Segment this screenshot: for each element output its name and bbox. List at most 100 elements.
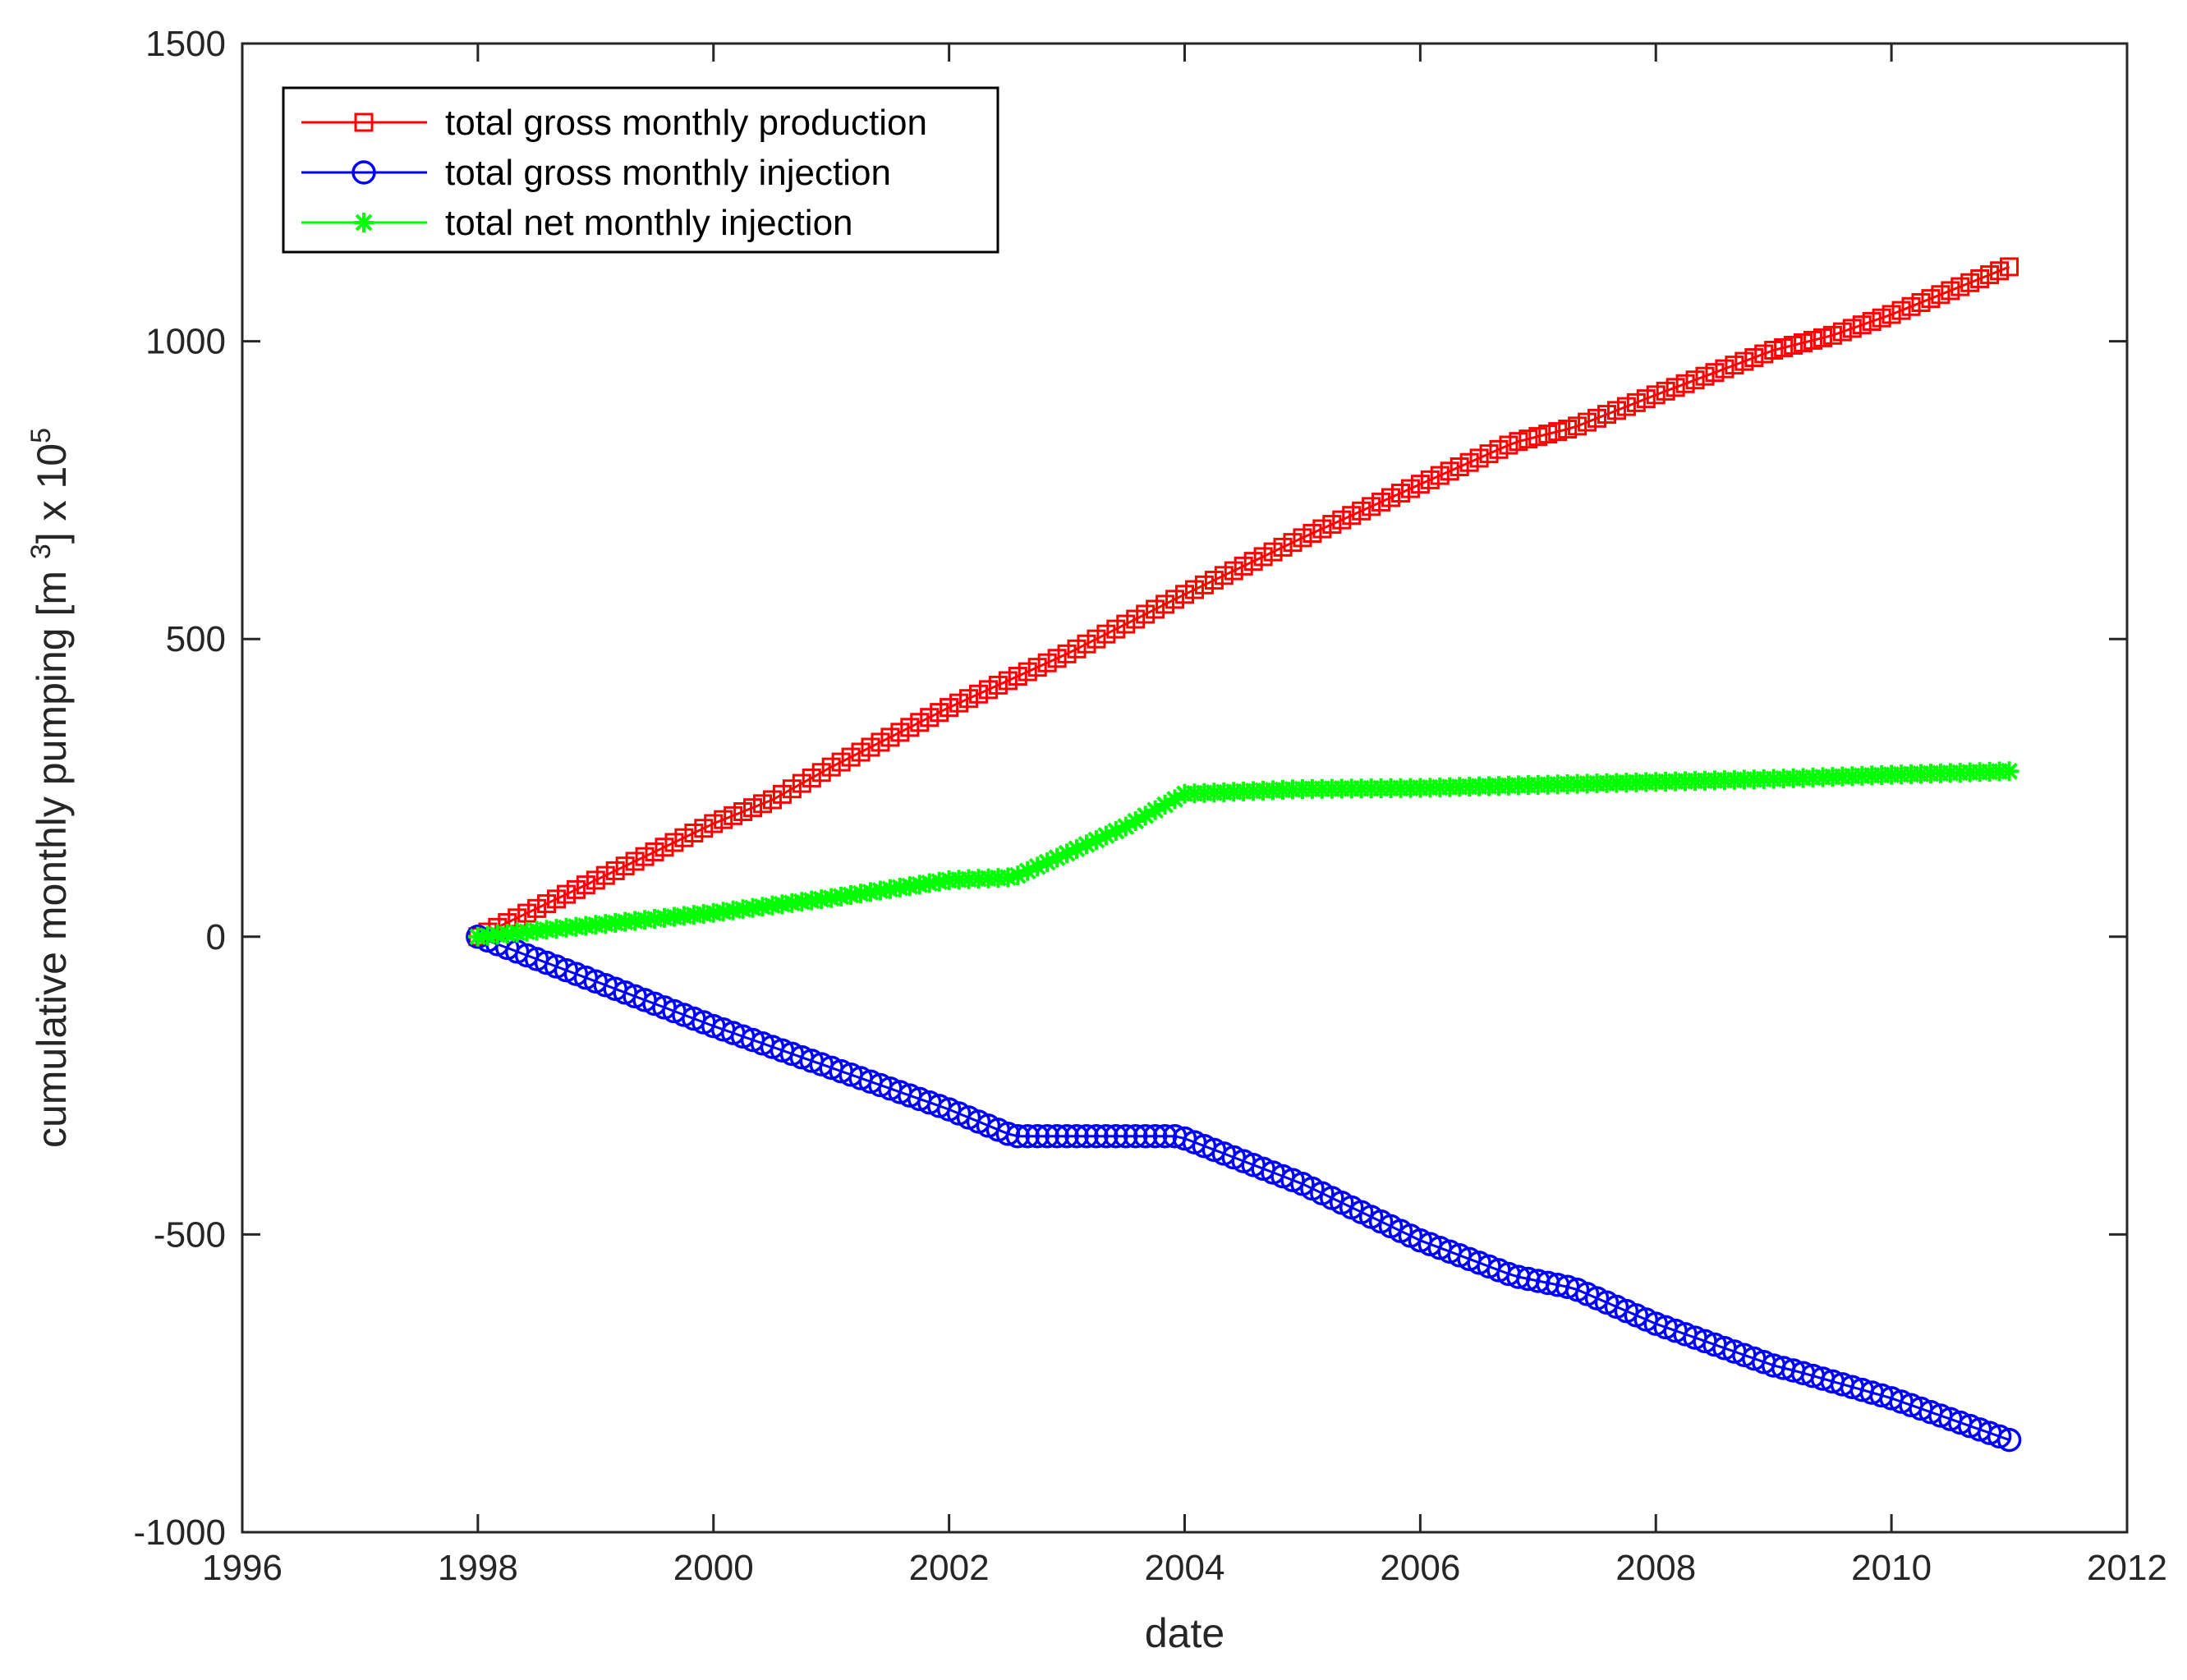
data-point: [1996, 1427, 2022, 1453]
data-point: [615, 856, 635, 876]
data-point: [645, 842, 664, 861]
data-point: [841, 747, 861, 767]
data-point: [1822, 325, 1842, 345]
y-tick-label: -500: [154, 1214, 226, 1255]
data-point: [1204, 571, 1224, 590]
data-point: [1086, 829, 1106, 850]
data-point: [1027, 856, 1048, 877]
data-point: [1018, 662, 1037, 682]
data-point: [968, 684, 988, 704]
data-point: [1538, 425, 1558, 444]
data-point: [1114, 1123, 1138, 1149]
data-point: [802, 768, 821, 787]
data-point: [1142, 1123, 1168, 1149]
data-point: [792, 773, 811, 793]
data-point: [1146, 599, 1165, 619]
data-point: [930, 703, 949, 723]
y-tick-label: 1500: [145, 24, 226, 64]
data-point: [547, 889, 566, 909]
data-point: [861, 737, 880, 757]
data-point: [517, 903, 537, 923]
data-point: [1008, 865, 1028, 886]
y-axis-label-sup1: 3: [25, 544, 57, 559]
y-tick-label: -1000: [133, 1512, 226, 1553]
data-point: [1152, 1123, 1178, 1149]
data-point: [1084, 1123, 1109, 1149]
data-point: [1675, 374, 1695, 393]
data-point: [1440, 461, 1459, 481]
data-point: [880, 728, 900, 747]
axes-box: [241, 42, 2129, 1534]
data-point: [1035, 1123, 1059, 1149]
data-point: [586, 870, 605, 890]
data-point: [821, 757, 841, 777]
data-point: [1123, 1123, 1148, 1149]
legend-label: total gross monthly production: [445, 103, 927, 143]
data-point: [1342, 506, 1362, 526]
data-point: [988, 675, 1008, 695]
x-axis-label: date: [1145, 1610, 1224, 1656]
data-point: [655, 838, 674, 857]
x-tick-label: 2012: [2087, 1548, 2167, 1588]
data-point: [1813, 328, 1832, 347]
data-point: [1234, 556, 1253, 576]
data-point: [762, 790, 782, 810]
data-point: [1469, 448, 1489, 468]
data-point: [605, 861, 625, 880]
data-point: [1037, 852, 1058, 873]
data-point: [1459, 452, 1479, 472]
data-point: [1054, 1123, 1079, 1149]
data-point: [1224, 561, 1243, 581]
data-point: [1872, 308, 1891, 328]
data-point: [1400, 479, 1420, 498]
data-point: [949, 693, 969, 713]
data-point: [1322, 515, 1342, 535]
data-point: [1636, 389, 1656, 409]
data-point: [1037, 653, 1057, 672]
data-point: [684, 823, 704, 842]
data-point: [1499, 435, 1518, 455]
data-point: [1116, 614, 1136, 634]
data-point: [1911, 292, 1931, 312]
data-point: [1980, 265, 2000, 285]
data-point: [1096, 825, 1116, 846]
data-point: [1015, 1123, 1040, 1149]
data-point: [1774, 337, 1794, 357]
data-point: [1105, 821, 1126, 842]
data-point: [1125, 810, 1146, 831]
data-point: [900, 718, 920, 737]
data-point: [1430, 466, 1450, 485]
y-axis-label-sup2: 5: [25, 428, 57, 443]
data-point: [1754, 344, 1774, 364]
data-point: [1960, 273, 1980, 292]
data-point: [831, 752, 851, 772]
data-point: [724, 806, 743, 825]
data-point: [1852, 315, 1872, 335]
ticks-layer: 1996 1998 2000 2002 2004 2006 2008 2010 2012 -100…: [133, 24, 2166, 1588]
data-point: [1283, 533, 1303, 553]
data-point: [1106, 619, 1126, 639]
data-point: [1420, 470, 1440, 489]
data-point: [1705, 363, 1725, 383]
data-point: [1057, 644, 1077, 663]
x-tick-label: 2008: [1615, 1548, 1696, 1588]
data-point: [1027, 658, 1047, 677]
data-point: [1133, 1123, 1158, 1149]
data-point: [1970, 269, 1990, 288]
data-point: [1136, 604, 1156, 624]
data-point: [1371, 492, 1391, 512]
data-point: [753, 794, 773, 814]
y-axis-label: cumulative monthly pumping [m 3] x 105: [25, 428, 75, 1148]
data-point: [1931, 285, 1950, 305]
data-point: [1135, 806, 1156, 826]
data-point: [625, 851, 645, 871]
y-tick-label: 0: [206, 917, 226, 957]
data-point: [1045, 1123, 1069, 1149]
data-point: [1489, 439, 1509, 459]
data-point: [1616, 397, 1636, 416]
data-point: [851, 742, 871, 762]
data-point: [890, 723, 910, 742]
x-tick-label: 1996: [202, 1548, 283, 1588]
legend-item-total-gross-monthly-injection: total gross monthly injection: [301, 153, 891, 193]
data-point: [1548, 422, 1568, 442]
